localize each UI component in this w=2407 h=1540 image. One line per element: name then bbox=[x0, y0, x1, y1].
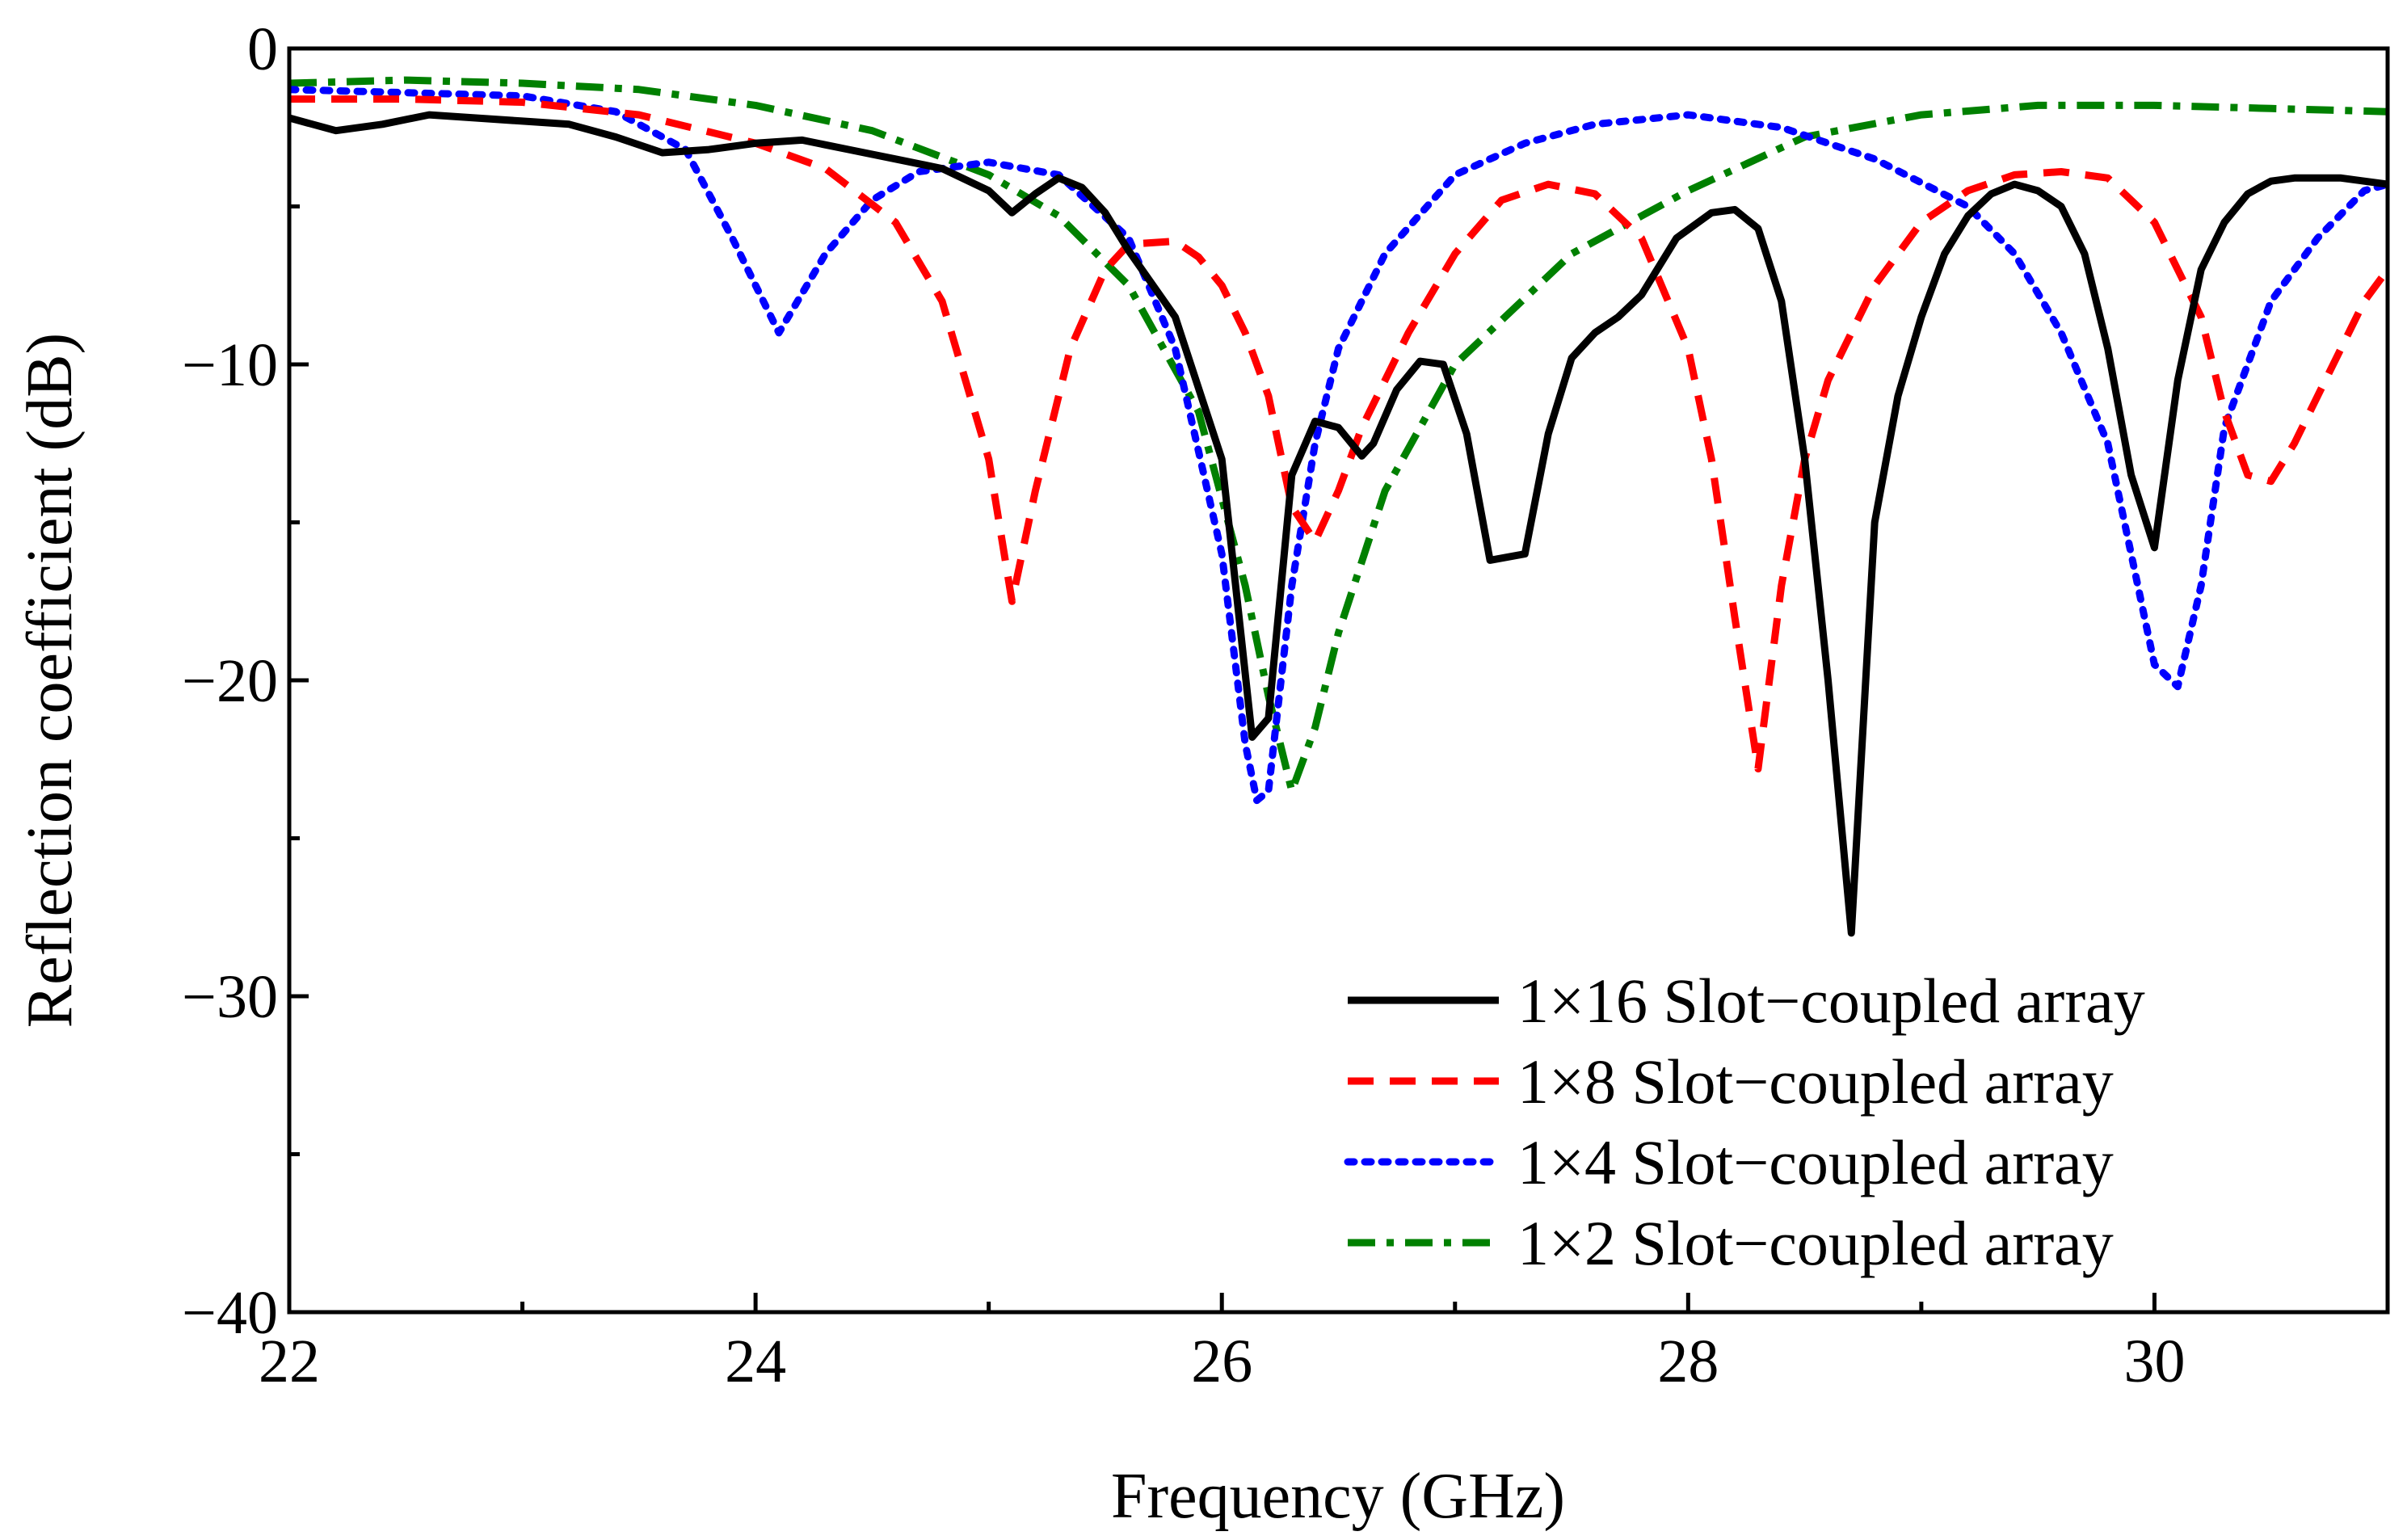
x-axis-label: Frequency (GHz) bbox=[1111, 1461, 1565, 1532]
x-tick-label: 24 bbox=[725, 1328, 786, 1395]
y-tick-label: −20 bbox=[182, 647, 278, 715]
legend-label-3: 1×2 Slot−coupled array bbox=[1517, 1208, 2114, 1278]
y-tick-label: −10 bbox=[182, 331, 278, 399]
x-tick-label: 22 bbox=[259, 1328, 320, 1395]
series-line-3 bbox=[289, 76, 2388, 795]
legend-label-0: 1×16 Slot−coupled array bbox=[1517, 966, 2145, 1036]
y-axis-label: Reflection coefficient (dB) bbox=[15, 333, 86, 1028]
series-line-0 bbox=[289, 111, 2388, 937]
series-layer bbox=[289, 76, 2388, 937]
series-line-1 bbox=[289, 95, 2388, 772]
x-tick-label: 28 bbox=[1657, 1328, 1719, 1395]
legend-label-2: 1×4 Slot−coupled array bbox=[1517, 1127, 2114, 1197]
legend-label-1: 1×8 Slot−coupled array bbox=[1517, 1046, 2114, 1117]
x-tick-label: 30 bbox=[2123, 1328, 2185, 1395]
legend: 1×16 Slot−coupled array 1×8 Slot−coupled … bbox=[1344, 966, 2145, 1278]
x-tick-label: 26 bbox=[1191, 1328, 1252, 1395]
series-line-2 bbox=[289, 86, 2388, 805]
y-tick-label: −40 bbox=[182, 1279, 278, 1347]
ticks-layer: 22 24 26 28 30 0 −10 −20 −30 −40 bbox=[182, 15, 2185, 1395]
y-tick-label: −30 bbox=[182, 963, 278, 1031]
y-tick-label: 0 bbox=[247, 15, 278, 83]
